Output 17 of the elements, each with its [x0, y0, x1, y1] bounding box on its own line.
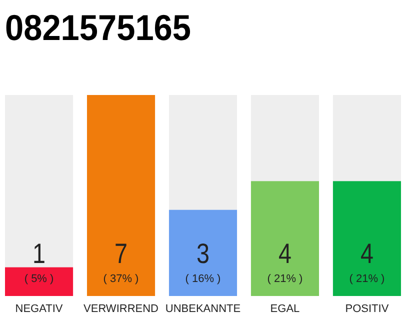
data-label: 1: [32, 238, 48, 269]
annotation: ( 5% ): [24, 273, 54, 285]
data-label: 3: [196, 238, 212, 269]
annotation: ( 37% ): [103, 273, 139, 285]
x-tick-label: UNBEKANNTE: [165, 303, 241, 315]
annotation: ( 16% ): [185, 273, 221, 285]
annotation: ( 21% ): [349, 273, 385, 285]
x-tick-label: NEGATIV: [15, 303, 64, 315]
x-tick-label: VERWIRREND: [84, 303, 159, 315]
x-tick-label: EGAL: [270, 303, 300, 315]
chart-title: 0821575165: [5, 7, 206, 48]
x-tick-label: POSITIV: [345, 303, 390, 315]
data-label: 7: [114, 238, 130, 269]
data-label: 4: [360, 238, 376, 269]
annotation: ( 21% ): [267, 273, 303, 285]
bar: [5, 267, 74, 296]
data-label: 4: [278, 238, 294, 269]
